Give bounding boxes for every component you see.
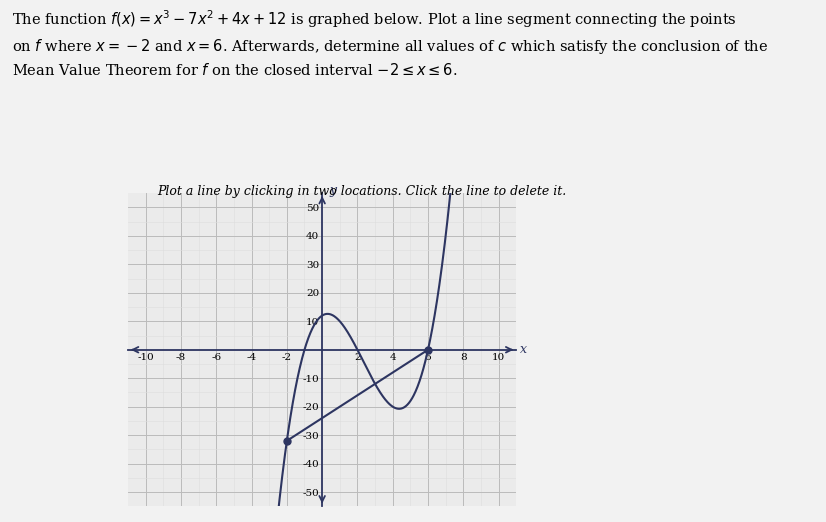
Text: x: x xyxy=(520,343,527,356)
Text: Plot a line by clicking in two locations. Click the line to delete it.: Plot a line by clicking in two locations… xyxy=(157,185,566,198)
Text: The function $f(x)=x^3-7x^2+4x+12$ is graphed below. Plot a line segment connect: The function $f(x)=x^3-7x^2+4x+12$ is gr… xyxy=(12,8,769,78)
Text: y: y xyxy=(330,184,336,197)
